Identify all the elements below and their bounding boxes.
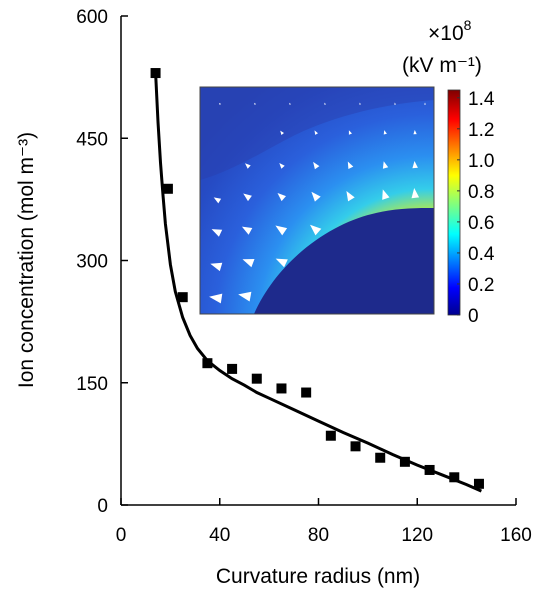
field-arrow xyxy=(311,191,321,202)
colorbar-multiplier: ×108 xyxy=(428,17,472,45)
field-arrow xyxy=(254,102,256,105)
x-tick-label: 0 xyxy=(116,525,127,546)
inset-upper-shade xyxy=(200,87,434,180)
field-arrow xyxy=(324,102,326,105)
field-arrow xyxy=(245,163,251,169)
colorbar-tick-label: 1.2 xyxy=(468,120,494,141)
x-axis-label: Curvature radius (nm) xyxy=(216,565,420,588)
field-arrow xyxy=(310,224,322,236)
data-point xyxy=(202,358,213,369)
y-tick-label: 0 xyxy=(97,496,108,517)
field-arrow xyxy=(213,197,222,204)
x-tick-label: 160 xyxy=(500,525,532,546)
colorbar-unit: (kV m⁻¹) xyxy=(402,54,482,77)
data-point xyxy=(301,387,312,398)
data-point xyxy=(350,441,361,452)
main-plot: 0 150 300 450 600 0 40 80 120 160 Curvature radi… xyxy=(15,7,532,588)
data-point xyxy=(473,478,484,489)
field-arrow xyxy=(275,258,288,268)
field-arrows xyxy=(209,102,426,304)
field-arrow xyxy=(413,130,417,135)
field-arrow xyxy=(382,189,390,200)
y-tick-label: 450 xyxy=(76,129,108,150)
data-point xyxy=(424,464,435,475)
colorbar-tick-label: 0 xyxy=(468,306,479,327)
field-arrow xyxy=(411,188,420,199)
field-arrow xyxy=(243,193,252,202)
fit-curve xyxy=(154,73,483,493)
field-arrow xyxy=(348,130,352,135)
field-arrow xyxy=(279,163,285,169)
field-arrow xyxy=(241,226,253,235)
x-tick-label: 40 xyxy=(209,525,230,546)
field-arrow xyxy=(412,161,418,169)
field-arrow xyxy=(211,229,223,237)
data-point xyxy=(150,68,161,79)
field-arrow xyxy=(394,102,396,105)
field-arrow xyxy=(277,193,286,202)
x-tick-label: 120 xyxy=(401,525,433,546)
data-point xyxy=(177,292,188,303)
field-arrow xyxy=(383,130,387,135)
colorbar-tick-label: 1.0 xyxy=(468,151,494,172)
field-arrow xyxy=(280,130,284,135)
data-point xyxy=(276,383,287,394)
data-point xyxy=(375,452,386,463)
colorbar-tick-label: 0.6 xyxy=(468,213,494,234)
data-point xyxy=(449,472,460,483)
inset-heatmap xyxy=(199,86,435,315)
colorbar: 1.4 1.2 1.0 0.8 0.6 0.4 0.2 0 ×108 (kV m⁻¹) xyxy=(402,17,495,327)
field-arrow xyxy=(313,161,320,170)
data-point xyxy=(162,183,173,194)
field-arrow xyxy=(275,225,288,236)
data-point xyxy=(325,430,336,441)
colorbar-tick-label: 0.4 xyxy=(468,244,495,265)
field-arrow xyxy=(209,293,223,304)
field-arrow xyxy=(424,102,426,105)
data-point xyxy=(251,373,262,384)
data-point xyxy=(399,456,410,467)
colorbar-tick-label: 1.4 xyxy=(468,89,495,110)
field-arrow xyxy=(219,102,221,105)
inset-particle xyxy=(254,208,434,314)
field-arrow xyxy=(242,259,255,268)
inset-frame xyxy=(199,86,435,315)
y-tick-label: 150 xyxy=(76,374,108,395)
y-tick-label: 300 xyxy=(76,252,108,273)
colorbar-tick-label: 0.8 xyxy=(468,182,494,203)
field-arrow xyxy=(210,262,223,272)
y-tick-label: 600 xyxy=(76,7,108,28)
field-arrow xyxy=(289,102,291,105)
field-arrow xyxy=(347,161,354,169)
y-axis-ticks: 0 150 300 450 600 xyxy=(76,7,128,517)
data-points xyxy=(150,68,484,489)
field-arrow xyxy=(346,191,355,202)
field-arrow xyxy=(314,130,318,135)
colorbar-ticks: 1.4 1.2 1.0 0.8 0.6 0.4 0.2 0 xyxy=(457,89,495,327)
y-axis-label: Ion concentration (mol m⁻³) xyxy=(15,132,38,388)
x-tick-label: 80 xyxy=(308,525,329,546)
colorbar-tick-label: 0.2 xyxy=(468,275,494,296)
field-arrow xyxy=(238,291,252,302)
colorbar-scale xyxy=(447,89,461,316)
data-point xyxy=(227,363,238,374)
field-arrow xyxy=(382,161,389,169)
field-arrow xyxy=(359,102,361,105)
